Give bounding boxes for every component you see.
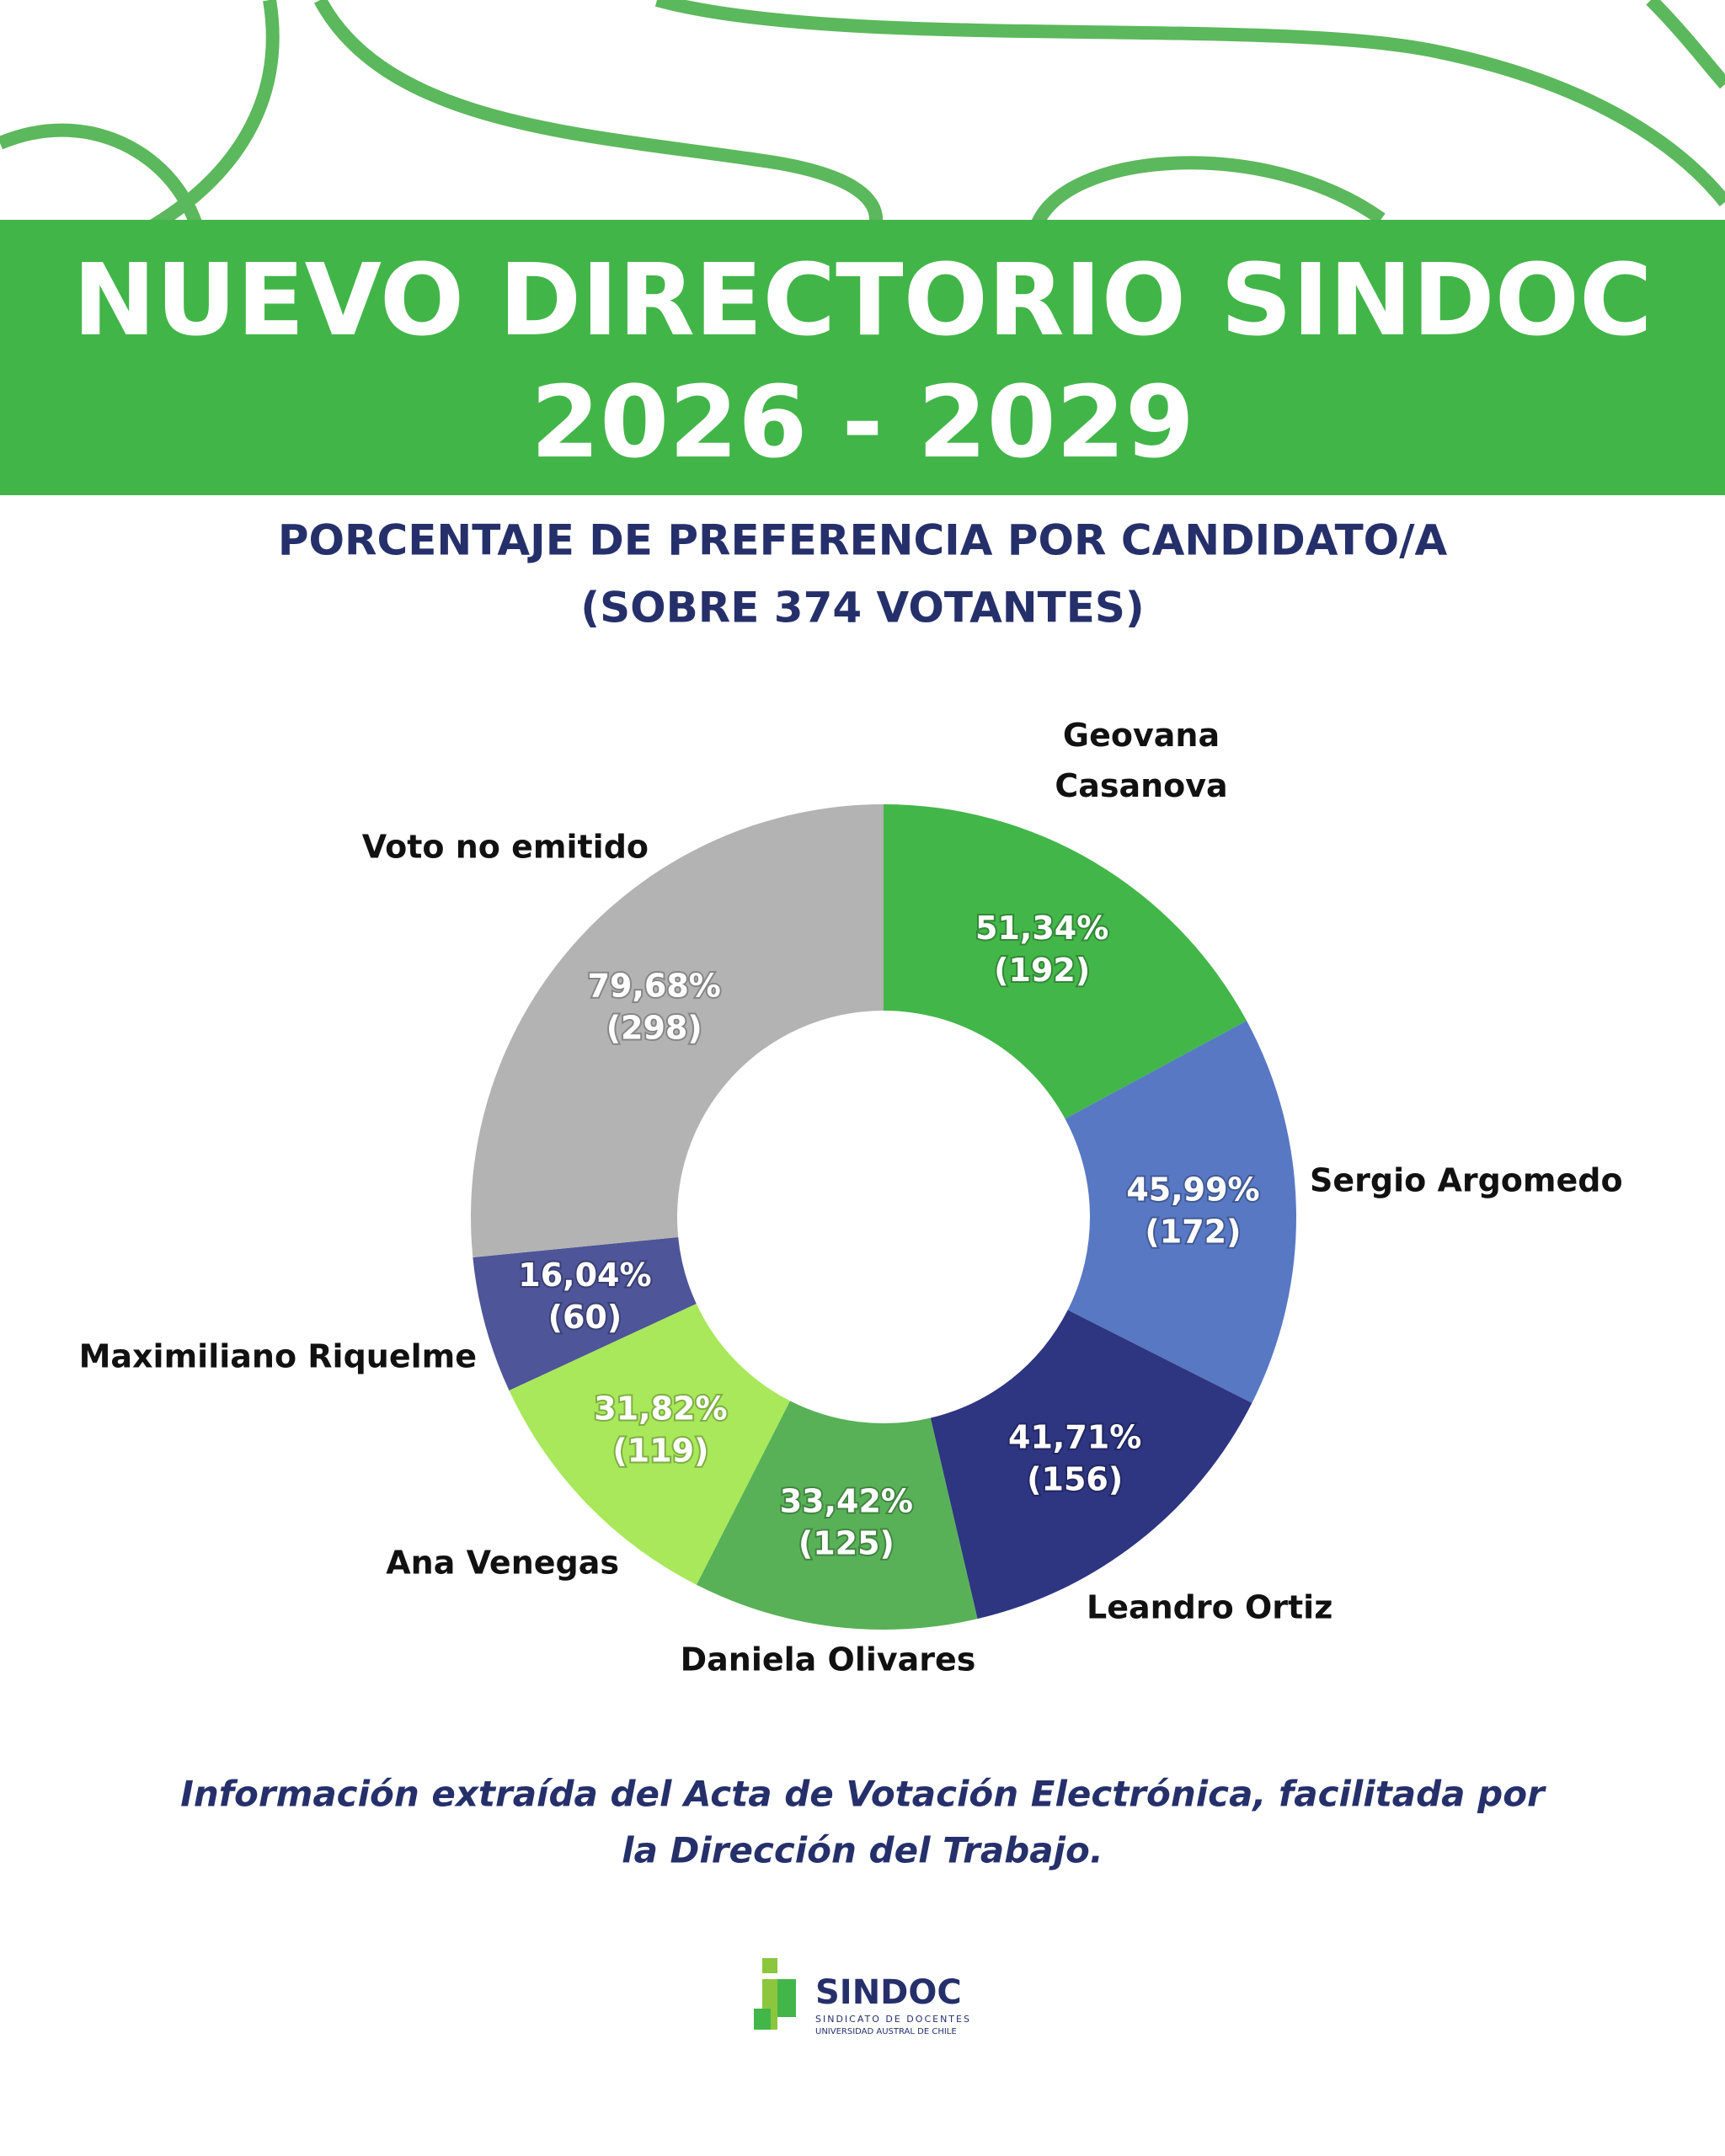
title-band xyxy=(0,220,1725,495)
value-label: (192) xyxy=(994,952,1090,989)
footnote: la Dirección del Trabajo. xyxy=(622,1830,1103,1871)
slice xyxy=(1065,1020,1296,1403)
title: 2026 - 2029 xyxy=(531,364,1194,480)
decoration xyxy=(0,0,1725,259)
category-label: Leandro Ortiz xyxy=(1087,1589,1332,1626)
logo: SINDOC SINDICATO DE DOCENTES UNIVERSIDAD… xyxy=(754,1958,971,2036)
slice xyxy=(473,1236,697,1391)
footnote: Información extraída del Acta de Votació… xyxy=(180,1774,1546,1815)
logo-mark xyxy=(754,2009,771,2030)
percent-label: 79,68% xyxy=(588,968,721,1005)
slice xyxy=(884,804,1247,1119)
slice xyxy=(696,1401,978,1630)
logo-text: UNIVERSIDAD AUSTRAL DE CHILE xyxy=(815,2027,957,2036)
slice xyxy=(509,1304,790,1585)
percent-label: 33,42% xyxy=(780,1482,913,1519)
percent-label: 45,99% xyxy=(1126,1171,1259,1208)
value-label: (298) xyxy=(606,1010,702,1047)
value-label: (125) xyxy=(798,1524,895,1561)
percent-label: 51,34% xyxy=(975,910,1108,947)
slice xyxy=(471,804,884,1257)
category-label: Daniela Olivares xyxy=(681,1641,976,1678)
percent-label: 31,82% xyxy=(594,1390,727,1428)
subtitle: (SOBRE 374 VOTANTES) xyxy=(580,584,1145,632)
category-label: Ana Venegas xyxy=(386,1545,619,1582)
donut-chart: 51,34% (192) Geovana Casanova 45,99% (172) Ser… xyxy=(79,717,1623,1678)
title: NUEVO DIRECTORIO SINDOC xyxy=(72,242,1652,358)
logo-name: SINDOC xyxy=(815,1973,962,2012)
category-label-line: Geovana xyxy=(1063,717,1220,754)
logo-mark xyxy=(777,1979,796,2017)
category-label: Voto no emitido xyxy=(362,829,649,866)
value-label: (156) xyxy=(1027,1460,1123,1497)
category-label: Sergio Argomedo xyxy=(1310,1162,1623,1199)
logo-mark xyxy=(762,1958,777,1973)
percent-label: 16,04% xyxy=(518,1257,651,1294)
category-label: Geovana Casanova xyxy=(1055,717,1227,804)
value-label: (172) xyxy=(1145,1213,1241,1250)
value-label: (60) xyxy=(548,1299,622,1336)
category-label: Maximiliano Riquelme xyxy=(79,1338,477,1375)
percent-label: 41,71% xyxy=(1008,1418,1141,1455)
slice xyxy=(930,1310,1252,1620)
value-label: (119) xyxy=(612,1433,708,1470)
category-label-line: Casanova xyxy=(1055,767,1227,804)
subtitle: PORCENTAJE DE PREFERENCIA POR CANDIDATO/… xyxy=(278,516,1448,565)
logo-text: SINDICATO DE DOCENTES xyxy=(815,2014,971,2025)
